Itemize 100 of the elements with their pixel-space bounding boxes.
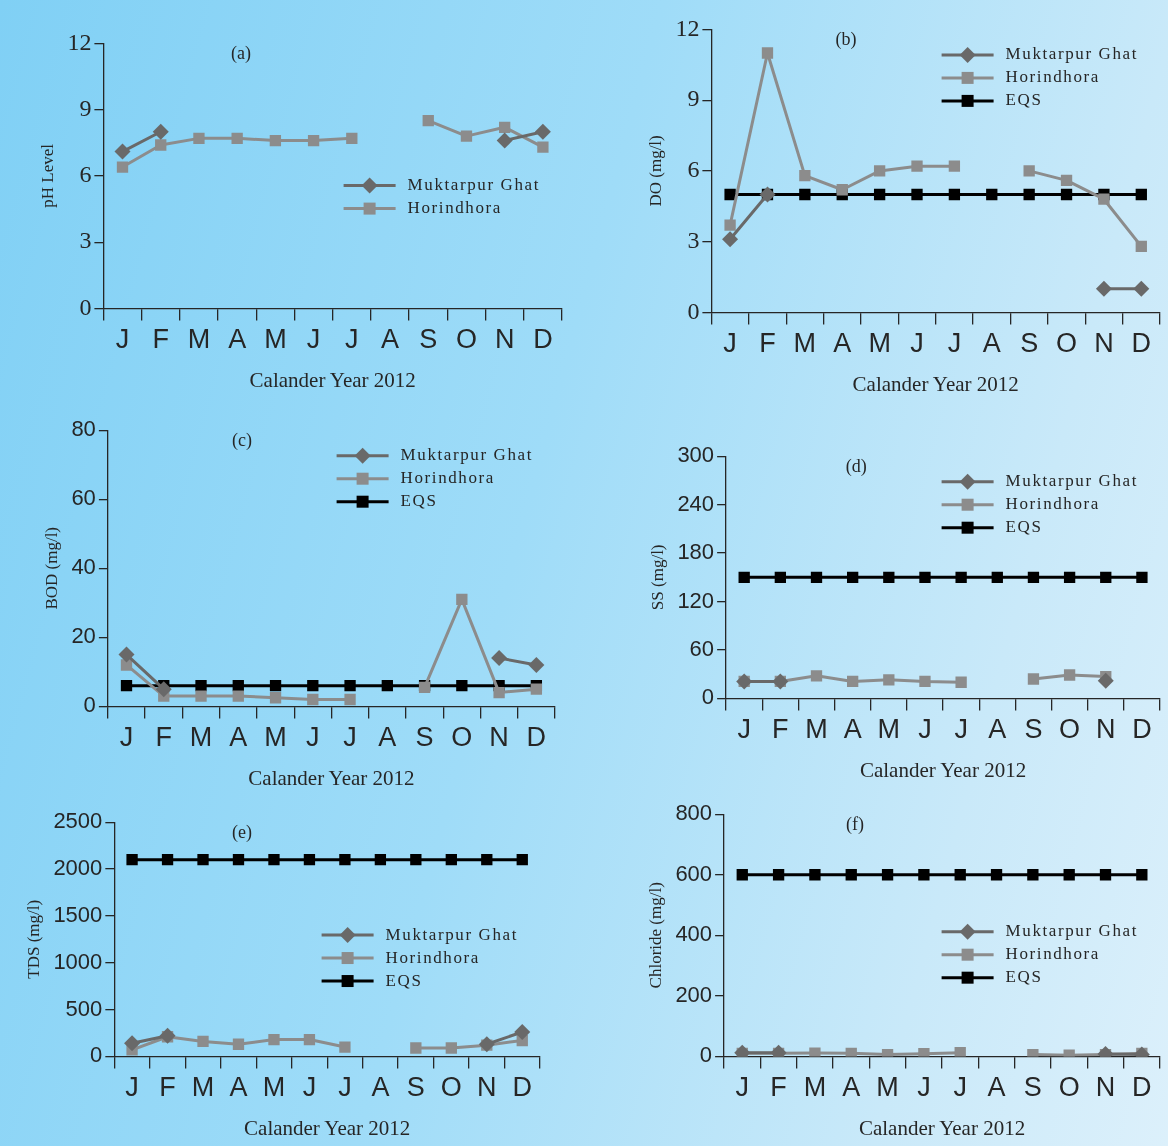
x-tick-label: S [419,324,438,355]
x-tick-label: A [982,328,1001,359]
y-tick-label: 3 [687,226,700,253]
x-tick-label: J [737,714,751,745]
x-tick-label: M [803,1072,827,1103]
x-tick-label: J [119,722,134,753]
y-tick-label: 6 [687,156,700,183]
x-tick-label: S [415,722,434,753]
legend-label: EQS [1005,90,1043,110]
x-tick-label: J [723,328,737,359]
x-tick-label: A [378,722,397,753]
x-tick-label: A [987,1072,1006,1103]
legend-label: EQS [400,491,438,511]
legend-label: EQS [385,970,423,990]
x-tick-label: M [262,1072,286,1103]
y-tick-label: 1000 [53,948,103,974]
legend-label: Muktarpur Ghat [385,924,518,944]
x-tick-label: N [1096,714,1116,745]
y-tick-label: 300 [677,442,715,468]
x-tick-label: F [772,714,789,745]
x-tick-label: M [191,1072,215,1103]
x-tick-label: F [155,722,173,753]
x-tick-label: F [152,324,169,355]
y-tick-label: 20 [71,623,96,649]
x-tick-label: A [833,328,852,359]
y-tick-label: 40 [71,554,96,580]
x-tick-label: N [477,1072,497,1103]
legend-label: Horindhora [1005,944,1100,964]
legend-label: Horindhora [407,198,502,218]
legend-label: Horindhora [1005,67,1100,87]
y-tick-label: 12 [675,14,700,41]
y-tick-label: 2000 [53,855,103,881]
y-tick-label: 200 [675,981,713,1007]
x-tick-label: J [125,1072,139,1103]
chart-title: (f) [845,813,864,835]
x-tick-label: N [1095,1072,1116,1103]
y-tick-label: 2500 [53,808,103,834]
x-tick-label: J [343,722,357,753]
y-tick-label: 0 [687,297,700,324]
x-tick-label: O [1058,1072,1080,1103]
y-axis-title: Chloride (mg/l) [645,882,665,989]
legend-label: Muktarpur Ghat [407,175,540,195]
x-tick-label: A [988,714,1007,745]
chart-title: (a) [230,43,251,65]
x-tick-label: O [1059,714,1081,745]
x-tick-label: D [1132,714,1152,745]
y-tick-label: 9 [79,94,92,121]
y-tick-label: 180 [677,539,715,565]
x-tick-label: D [526,722,547,753]
x-tick-label: S [1024,714,1043,745]
y-tick-label: 600 [675,860,713,886]
x-tick-label: J [910,328,924,359]
y-tick-label: 0 [79,293,92,320]
x-tick-label: N [494,324,515,355]
legend-label: Horindhora [1005,494,1100,514]
x-tick-label: J [918,714,932,745]
y-tick-label: 800 [675,800,713,826]
legend-label: Muktarpur Ghat [400,445,533,465]
y-tick-label: 1500 [53,901,103,927]
x-tick-label: M [805,714,828,745]
legend-label: Muktarpur Ghat [1005,471,1138,491]
legend-label: Muktarpur Ghat [1005,921,1138,941]
x-axis-title: Calander Year 2012 [852,371,1019,396]
y-axis-title: SS (mg/l) [647,544,667,611]
x-tick-label: D [533,324,553,355]
y-tick-label: 80 [71,416,96,442]
x-tick-label: S [406,1072,425,1103]
x-tick-label: M [187,324,211,355]
y-tick-label: 3 [79,227,92,254]
y-tick-label: 400 [675,921,713,947]
x-tick-label: J [735,1072,750,1103]
x-tick-label: A [842,1072,861,1103]
y-tick-label: 0 [83,692,96,718]
y-axis-title: pH Level [37,143,57,208]
y-tick-label: 240 [677,490,715,516]
x-tick-label: M [876,1072,899,1103]
y-tick-label: 120 [677,587,715,613]
x-tick-label: A [228,324,247,355]
y-axis-title: BOD (mg/l) [41,526,61,610]
x-axis-title: Calander Year 2012 [248,765,415,790]
legend-label: EQS [1005,517,1043,537]
y-tick-label: 0 [701,684,715,710]
x-tick-label: J [953,1072,967,1103]
y-tick-label: 9 [687,85,700,112]
x-tick-label: M [877,714,901,745]
x-tick-label: D [512,1072,533,1103]
x-tick-label: A [229,722,248,753]
legend-label: Muktarpur Ghat [1005,44,1138,64]
x-tick-label: O [440,1072,462,1103]
x-tick-label: A [371,1072,390,1103]
x-tick-label: O [451,722,473,753]
y-tick-label: 6 [79,161,92,188]
x-tick-label: J [115,324,130,355]
x-tick-label: A [229,1072,248,1103]
legend-label: EQS [1005,967,1043,987]
x-tick-label: J [302,1072,317,1103]
chart-title: (e) [232,821,253,843]
legend-label: Horindhora [385,947,480,967]
x-tick-label: J [954,714,968,745]
x-tick-label: S [1023,1072,1042,1103]
